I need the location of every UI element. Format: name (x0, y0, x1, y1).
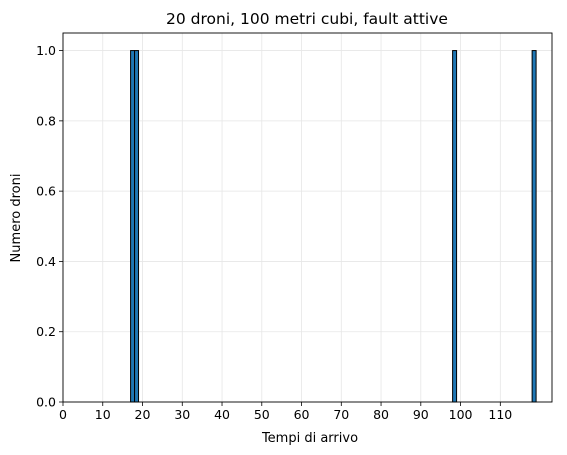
y-tick-label: 0.8 (36, 113, 56, 128)
y-tick-label: 0.0 (36, 395, 56, 410)
x-tick-label: 60 (294, 407, 310, 422)
histogram-bar (134, 50, 140, 403)
y-tick-label: 0.4 (36, 254, 56, 269)
x-tick-label: 100 (449, 407, 473, 422)
x-tick-label: 90 (413, 407, 429, 422)
x-axis-ticks: 0 10 20 30 40 50 60 70 80 90 100 110 (59, 402, 512, 422)
histogram-bar (130, 50, 136, 403)
x-tick-label: 0 (59, 407, 67, 422)
x-tick-label: 50 (254, 407, 270, 422)
x-tick-label: 70 (333, 407, 349, 422)
y-tick-label: 0.2 (36, 324, 56, 339)
y-tick-label: 1.0 (36, 43, 56, 58)
x-tick-label: 20 (135, 407, 151, 422)
plot-frame (62, 32, 553, 403)
x-tick-label: 110 (488, 407, 512, 422)
x-tick-label: 30 (174, 407, 190, 422)
y-tick-label: 0.6 (36, 184, 56, 199)
x-tick-label: 40 (214, 407, 230, 422)
x-axis-label: Tempi di arrivo (261, 431, 358, 446)
y-axis-label: Numero droni (9, 174, 24, 263)
y-axis-ticks: 0.0 0.2 0.4 0.6 0.8 1.0 (36, 43, 63, 410)
x-tick-label: 80 (373, 407, 389, 422)
histogram-bar (531, 50, 537, 403)
x-tick-label: 10 (95, 407, 111, 422)
histogram-bar (452, 50, 458, 403)
chart-title: 20 droni, 100 metri cubi, fault attive (166, 10, 448, 28)
